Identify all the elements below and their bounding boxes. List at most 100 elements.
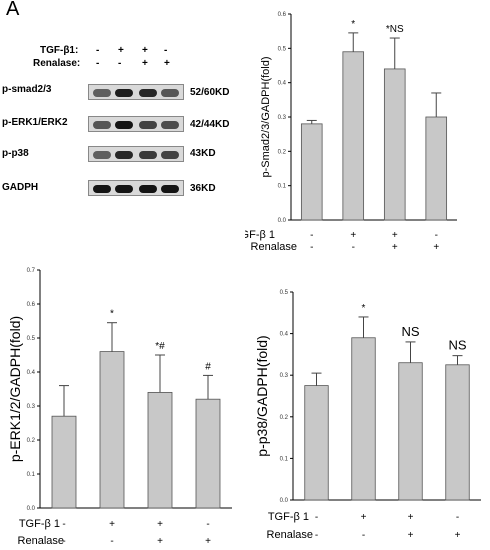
blot-strip-perk [88,116,184,132]
factor-sign: + [455,530,461,541]
factor-sign: - [456,512,459,523]
blot-band-size-gadph: 36KD [190,183,216,194]
significance-label: NS [448,338,466,353]
significance-label: # [205,361,211,372]
factor-sign: - [315,512,318,523]
y-tick-label: 0.0 [278,218,287,224]
y-tick-label: 0.6 [27,302,36,308]
chart-p-p38: 0.0 0.1 0.2 0.3 0.4 0.5 p-p38/GADPH(fold) - - * + -… [254,290,481,541]
blot-strip-pp38 [88,146,184,162]
factor-sign: + [433,242,439,253]
y-tick-label: 0.7 [27,268,36,274]
blot-sign: + [142,45,148,56]
bar [351,337,376,501]
blot-tgf-label: TGF-β1: [40,45,79,56]
factor-sign: - [62,536,65,547]
blot-band [139,185,157,193]
significance-label: *NS [386,24,404,35]
blot-band [139,89,157,97]
factor-sign: + [157,536,163,547]
blot-sign: + [118,45,124,56]
factor-sign: + [361,512,367,523]
y-axis-label: p-ERK1/2/GADPH(fold) [7,316,23,462]
y-tick-label: 0.2 [27,438,36,444]
blot-band [161,185,179,193]
factor-label: Renalase [251,241,297,253]
blot-sign: - [164,45,168,56]
blot-band [115,89,133,97]
factor-label: Renalase [267,529,313,541]
factor-sign: + [392,242,398,253]
y-tick-label: 0.3 [278,115,287,121]
factor-sign: - [110,536,113,547]
blot-band-label-perk: p-ERK1/ERK2 [2,117,68,128]
blot-band [139,121,157,129]
blot-band [115,151,133,159]
factor-sign: - [310,230,313,241]
factor-sign: + [392,230,398,241]
factor-sign: - [362,530,365,541]
blot-band [93,89,111,97]
significance-label: *# [155,341,165,352]
chart-p-erk: 0.0 0.1 0.2 0.3 0.4 0.5 0.6 0.7 p-ERK1/2/GADPH(f… [7,268,232,547]
significance-label: NS [401,324,419,339]
western-blot: TGF-β1: Renalase: p-smad2/3 p-ERK1/ERK2 … [0,0,240,210]
blot-band [115,121,133,129]
y-tick-label: 0.0 [280,498,289,504]
y-axis-label: p-Smad2/3/GADPH(fold) [260,56,272,177]
y-tick-label: 0.5 [27,336,36,342]
factor-sign: + [205,536,211,547]
factor-sign: - [62,519,65,530]
bar [383,68,406,221]
y-tick-label: 0.5 [278,46,287,52]
bar [398,362,423,501]
blot-strip-psmad [88,84,184,100]
y-tick-label: 0.0 [27,506,36,512]
y-tick-label: 0.5 [280,290,289,296]
bar [300,123,323,221]
blot-band-size-pp38: 43KD [190,148,216,159]
blot-band [93,185,111,193]
bar [342,51,365,221]
factor-label: Renalase [18,535,64,547]
blot-band-label-gadph: GADPH [2,182,39,193]
y-tick-label: 0.1 [27,472,36,478]
y-tick-label: 0.4 [27,370,36,376]
factor-label: TGF-β 1 [19,518,60,530]
y-tick-label: 0.1 [278,184,287,190]
bar [195,398,221,509]
y-tick-label: 0.3 [27,404,36,410]
blot-band [161,121,179,129]
panel-label: A [6,0,20,20]
blot-sign: - [96,45,100,56]
factor-sign: - [310,242,313,253]
factor-sign: + [109,519,115,530]
blot-strip-gadph [88,180,184,196]
significance-label: * [110,309,114,320]
y-tick-label: 0.4 [278,81,287,87]
blot-sign: + [142,58,148,69]
blot-sign: + [164,58,170,69]
bar [304,385,329,501]
factor-sign: - [435,230,438,241]
chart-p-smad: 0.0 0.1 0.2 0.3 0.4 0.5 0.6 p-Smad2/3/GADPH(fol… [245,12,457,253]
y-tick-label: 0.3 [280,373,289,379]
bar [425,116,448,221]
y-tick-label: 0.2 [278,149,287,155]
blot-band [139,151,157,159]
y-tick-label: 0.2 [280,415,289,421]
blot-band-label-pp38: p-p38 [2,148,29,159]
factor-sign: + [408,512,414,523]
blot-band-size-perk: 42/44KD [190,119,230,130]
y-tick-label: 0.4 [280,332,289,338]
bar [445,364,470,501]
y-axis-label: p-p38/GADPH(fold) [254,335,270,456]
blot-sign: - [96,58,100,69]
factor-sign: - [315,530,318,541]
bar [51,415,77,509]
factor-label: TGF-β 1 [268,511,309,523]
blot-band [93,151,111,159]
blot-band [161,151,179,159]
factor-sign: + [157,519,163,530]
factor-sign: - [352,242,355,253]
